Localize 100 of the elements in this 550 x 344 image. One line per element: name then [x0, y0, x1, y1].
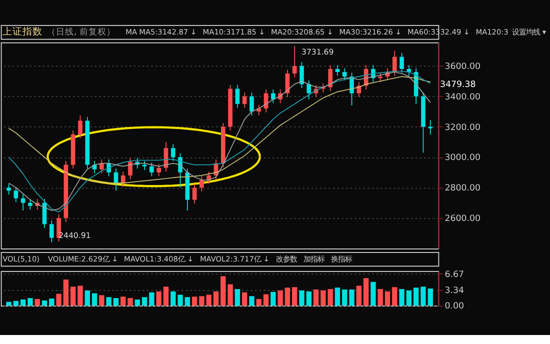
bar — [178, 294, 183, 306]
candlestick — [356, 81, 362, 98]
y-tick-label: 3600.00 — [444, 62, 481, 72]
bar — [356, 286, 362, 306]
candlestick — [300, 62, 304, 88]
bar — [163, 286, 169, 306]
y-tick-label: 3000.00 — [444, 153, 481, 164]
candlestick — [192, 183, 197, 204]
candlestick — [200, 176, 204, 192]
candlestick — [106, 159, 111, 177]
bar — [406, 290, 412, 306]
candlestick — [142, 160, 147, 171]
chart-subtitle: （日线, 前复权） — [46, 26, 116, 38]
candlestick — [350, 72, 354, 106]
candlestick — [56, 214, 61, 242]
candlestick — [6, 183, 11, 195]
bar — [6, 302, 12, 306]
bar — [256, 299, 262, 306]
bar — [370, 282, 376, 306]
candlestick — [49, 220, 54, 243]
bar — [378, 289, 383, 306]
bar — [284, 288, 290, 306]
candlestick — [178, 152, 182, 188]
candlestick — [242, 92, 247, 108]
bar — [13, 300, 19, 306]
bar — [313, 290, 319, 306]
bar — [278, 290, 283, 306]
candlestick — [156, 164, 161, 177]
bar — [63, 280, 69, 306]
bar — [113, 298, 119, 306]
bar — [56, 294, 62, 306]
bar — [28, 298, 33, 306]
bar — [399, 289, 404, 306]
bar — [342, 290, 348, 306]
candlestick — [328, 64, 332, 92]
candlestick — [335, 64, 340, 76]
bar — [192, 296, 198, 306]
bar — [170, 291, 176, 306]
bar — [228, 284, 233, 306]
candlestick — [250, 92, 254, 116]
bar — [92, 293, 98, 306]
bar — [106, 297, 112, 306]
bar — [242, 292, 248, 306]
text: 3479.38 — [440, 80, 476, 90]
bar — [78, 286, 83, 306]
bar — [184, 297, 190, 306]
candlestick — [400, 52, 404, 74]
y-tick-label: 2600.00 — [444, 214, 481, 224]
bar — [234, 289, 240, 306]
bar — [142, 297, 148, 306]
bar — [292, 287, 298, 306]
candlestick — [100, 159, 104, 174]
bar — [20, 299, 26, 306]
candlestick — [235, 84, 240, 108]
y-tick-label: 6.67 — [444, 270, 464, 280]
candlestick — [270, 89, 276, 104]
candlestick — [392, 50, 397, 76]
candlestick — [14, 186, 18, 203]
bar — [334, 288, 340, 306]
bar — [128, 298, 133, 306]
bar — [99, 295, 104, 306]
candlestick — [78, 114, 82, 139]
bar — [263, 294, 269, 306]
candlestick — [20, 194, 26, 211]
bar — [363, 278, 369, 306]
bar — [120, 296, 126, 306]
candlestick — [150, 162, 154, 177]
y-tick-label: 2800.00 — [444, 184, 481, 194]
candlestick — [292, 45, 297, 78]
bar — [42, 300, 48, 306]
candlestick — [428, 119, 433, 135]
y-tick-label: 3400.00 — [444, 92, 481, 102]
candlestick — [306, 80, 312, 100]
bar — [206, 294, 212, 306]
bar — [134, 299, 140, 306]
bar — [384, 291, 390, 306]
candlestick — [170, 144, 176, 162]
bar — [49, 298, 54, 306]
y-tick-label: 3200.00 — [444, 122, 481, 133]
bar — [420, 286, 426, 306]
bar — [199, 296, 204, 306]
candlestick — [378, 72, 383, 82]
candlestick — [28, 198, 32, 210]
bar — [299, 290, 304, 306]
y-tick-label: 3.34 — [444, 286, 465, 296]
bar — [249, 296, 254, 306]
bar — [392, 287, 398, 306]
bar — [156, 291, 162, 306]
candlestick — [342, 68, 347, 81]
annotation: 3731.69 — [302, 48, 334, 57]
candlestick — [128, 158, 132, 180]
bar — [220, 276, 226, 306]
bar — [428, 288, 433, 306]
candlestick — [120, 171, 126, 188]
chart-title: 上证指数 — [2, 26, 43, 38]
bar — [70, 286, 76, 306]
bar — [34, 299, 40, 306]
bar — [413, 288, 419, 306]
bar — [149, 292, 154, 306]
bar — [349, 290, 354, 306]
